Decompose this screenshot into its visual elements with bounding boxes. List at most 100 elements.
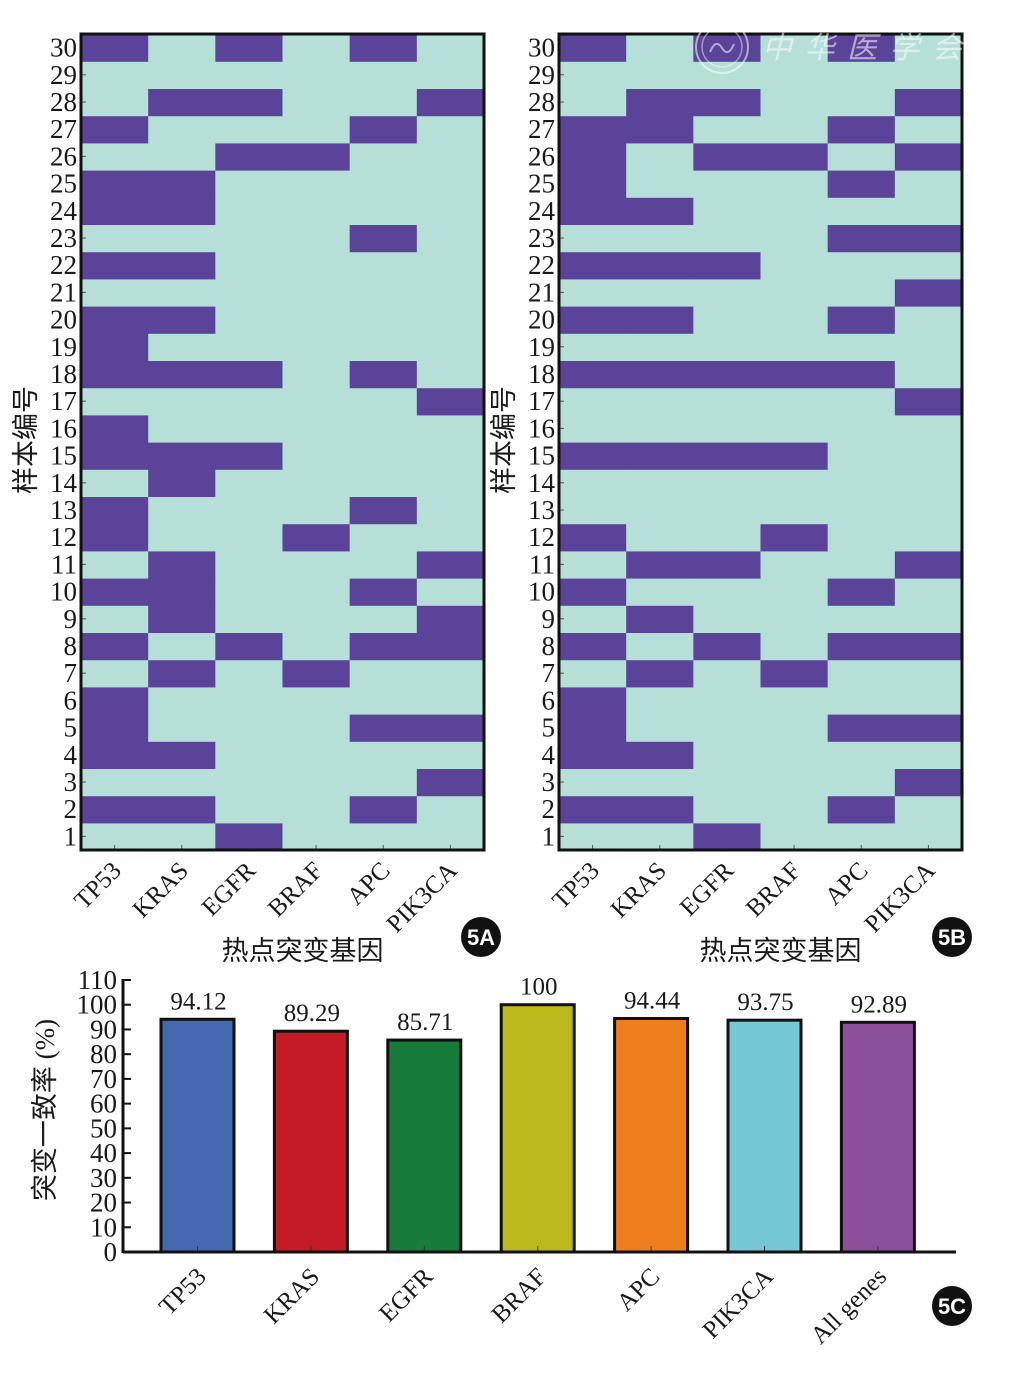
heatmap-cell-EGFR-19 (693, 333, 762, 361)
heatmap-cell-PIK3CA-16 (894, 414, 963, 443)
heatmap-cell-BRAF-24 (282, 197, 351, 225)
panel-badge-label: 5A (467, 925, 495, 950)
heatmap-cell-EGFR-22 (693, 251, 762, 280)
heatmap-cell-KRAS-8 (148, 632, 216, 661)
heatmap-cell-BRAF-20 (282, 306, 351, 334)
heatmap-cell-KRAS-25 (148, 170, 216, 198)
heatmap-cell-KRAS-26 (626, 142, 694, 171)
heatmap-cell-BRAF-28 (282, 88, 351, 117)
heatmap-cell-EGFR-17 (693, 387, 762, 416)
y-tick-label: 24 (50, 196, 78, 226)
heatmap-cell-APC-26 (827, 142, 896, 171)
bar-kras (272, 1029, 349, 1254)
heatmap-cell-EGFR-25 (215, 170, 284, 198)
heatmap-cell-TP53-21 (559, 278, 627, 307)
y-tick-label: 20 (528, 305, 555, 335)
y-tick-label: 16 (50, 413, 77, 443)
heatmap-cell-EGFR-12 (693, 523, 762, 552)
heatmap-cell-TP53-3 (559, 768, 627, 797)
heatmap-cell-KRAS-12 (148, 523, 216, 552)
heatmap-cell-TP53-12 (81, 523, 149, 552)
y-tick-label: 110 (78, 965, 118, 995)
heatmap-cell-TP53-21 (81, 278, 149, 307)
heatmap-cell-APC-20 (827, 306, 896, 334)
heatmap-cell-BRAF-6 (760, 686, 829, 715)
heatmap-cell-KRAS-20 (626, 306, 694, 334)
heatmap-cell-APC-21 (349, 278, 418, 307)
heatmap-cell-KRAS-16 (148, 414, 216, 443)
x-axis-title: 热点突变基因 (700, 936, 862, 966)
heatmap-cell-BRAF-6 (282, 686, 351, 715)
heatmap-cell-KRAS-21 (626, 278, 694, 307)
heatmap-cell-APC-16 (349, 414, 418, 443)
heatmap-cell-APC-14 (349, 469, 418, 497)
heatmap-cell-EGFR-3 (693, 768, 762, 797)
heatmap-cell-EGFR-24 (693, 197, 762, 225)
heatmap-cell-EGFR-19 (215, 333, 284, 361)
heatmap-cell-TP53-4 (81, 741, 149, 769)
plot-frame (79, 32, 486, 852)
heatmap-cell-KRAS-24 (626, 197, 694, 225)
heatmap-cell-KRAS-14 (148, 469, 216, 497)
y-tick-label: 12 (50, 522, 77, 552)
heatmap-cell-EGFR-20 (693, 306, 762, 334)
panel-badge-5a: 5A (461, 917, 501, 957)
x-tick-label: EGFR (374, 1263, 439, 1328)
heatmap-cell-TP53-9 (81, 605, 149, 633)
heatmap-cell-BRAF-21 (760, 278, 829, 307)
x-tick-label: EGFR (675, 857, 740, 922)
bar-all-genes (839, 1020, 916, 1254)
heatmap-cell-TP53-26 (81, 142, 149, 171)
heatmap-cell-KRAS-22 (626, 251, 694, 280)
y-tick-label: 7 (542, 658, 556, 688)
heatmap-cell-PIK3CA-24 (894, 197, 963, 225)
heatmap-cell-TP53-18 (81, 360, 149, 389)
heatmap-cell-TP53-27 (81, 115, 149, 144)
heatmap-cell-APC-6 (349, 686, 418, 715)
y-tick-label: 21 (50, 277, 77, 307)
heatmap-cell-APC-28 (349, 88, 418, 117)
heatmap-cell-EGFR-9 (693, 605, 762, 633)
heatmap-cell-APC-4 (827, 741, 896, 769)
heatmap-cell-PIK3CA-30 (416, 34, 485, 62)
heatmap-cell-EGFR-22 (215, 251, 284, 280)
heatmap-cell-TP53-22 (81, 251, 149, 280)
y-tick-label: 1 (542, 821, 556, 851)
heatmap-cell-APC-20 (349, 306, 418, 334)
heatmap-cell-PIK3CA-28 (894, 88, 963, 117)
y-tick-label: 90 (90, 1014, 117, 1044)
heatmap-cell-PIK3CA-9 (416, 605, 485, 633)
y-tick-label: 22 (528, 250, 555, 280)
heatmap-cell-EGFR-23 (693, 224, 762, 253)
heatmap-cell-EGFR-28 (215, 88, 284, 117)
bar-egfr (386, 1038, 463, 1254)
heatmap-cell-KRAS-26 (148, 142, 216, 171)
heatmap-cell-TP53-10 (559, 578, 627, 606)
bar-pik3ca (726, 1018, 803, 1254)
y-tick-label: 17 (50, 386, 77, 416)
heatmap-cell-PIK3CA-2 (416, 795, 485, 824)
heatmap-cell-EGFR-9 (215, 605, 284, 633)
panel-badge-5c: 5C (932, 1286, 972, 1326)
heatmap-cell-TP53-30 (81, 34, 149, 62)
x-tick-label: KRAS (259, 1263, 325, 1329)
heatmap-cell-PIK3CA-10 (416, 578, 485, 606)
bar-braf (499, 1003, 576, 1254)
heatmap-cell-APC-7 (827, 659, 896, 688)
heatmap-cell-TP53-29 (559, 61, 627, 89)
heatmap-cell-APC-19 (827, 333, 896, 361)
bar-value-label: 100 (520, 974, 558, 1001)
heatmap-cell-KRAS-2 (626, 795, 694, 824)
heatmap-cell-KRAS-23 (148, 224, 216, 253)
heatmap-cell-KRAS-29 (626, 61, 694, 89)
heatmap-cell-KRAS-7 (626, 659, 694, 688)
heatmap-cell-EGFR-15 (693, 442, 762, 470)
heatmap-cell-TP53-25 (81, 170, 149, 198)
heatmap-cell-KRAS-4 (626, 741, 694, 769)
y-tick-label: 9 (64, 604, 78, 634)
heatmap-cell-BRAF-11 (282, 550, 351, 579)
heatmap-cell-TP53-5 (559, 714, 627, 742)
heatmap-cell-KRAS-5 (148, 714, 216, 742)
heatmap-cell-BRAF-19 (760, 333, 829, 361)
heatmap-cell-EGFR-7 (693, 659, 762, 688)
